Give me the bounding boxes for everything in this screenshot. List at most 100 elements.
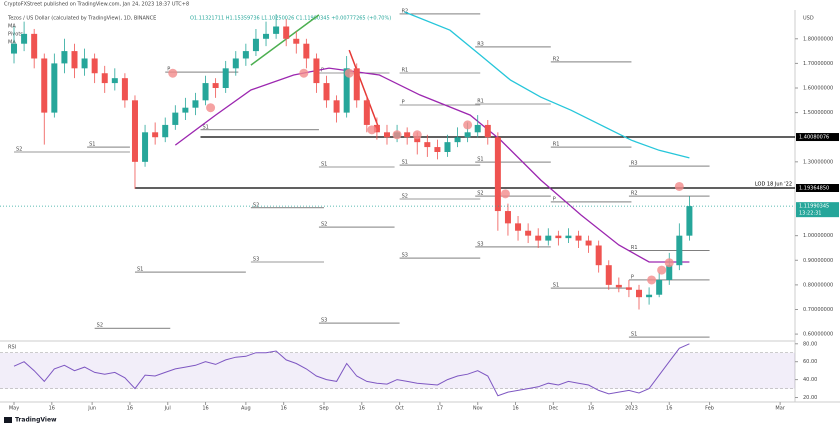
indicator: Pivots [8, 32, 23, 38]
x-tick-label: May [9, 406, 19, 412]
x-tick-label: 16 [666, 406, 672, 412]
candle-body [515, 223, 522, 231]
x-tick-label: 16 [588, 406, 594, 412]
candle-body [232, 58, 239, 69]
candle-body [152, 132, 159, 138]
candle-body [192, 100, 199, 108]
pivot-label: P [402, 99, 405, 105]
candle-body [686, 206, 693, 236]
candle-body [565, 235, 572, 239]
last-price-label: 1.11990345 [799, 204, 829, 210]
y-tick-label: 0.70000000 [803, 307, 833, 313]
candle-body [605, 265, 612, 285]
marker [344, 68, 354, 78]
candle-body [111, 78, 118, 84]
x-tick-label: Jun [87, 406, 96, 412]
currency: USD [803, 16, 814, 22]
candle-body [484, 124, 491, 138]
candle-body [414, 137, 421, 143]
candle-body [31, 33, 38, 59]
candle-body [525, 230, 532, 236]
pivot-label: S3 [402, 253, 408, 259]
pivot-label: S1 [203, 124, 209, 130]
candle-body [121, 78, 128, 101]
candle-body [293, 38, 300, 44]
x-tick-label: Jul [164, 406, 171, 412]
marker [412, 130, 422, 140]
candle-body [353, 68, 360, 101]
pivot-label: R3 [631, 161, 638, 167]
marker [168, 68, 178, 78]
published: CryptoFXStreet published on TradingView.… [4, 2, 189, 8]
logo [4, 417, 12, 423]
candle-body [363, 100, 370, 125]
indicator: MA [8, 40, 16, 46]
rsi-tick-label: 20.00 [803, 395, 817, 401]
y-tick-label: 1.00000000 [803, 233, 833, 239]
candle-body [646, 294, 653, 298]
indicator: MA [8, 24, 16, 30]
candle-body [595, 245, 602, 266]
pivot-label: S2 [477, 191, 483, 197]
pivot-label: R2 [553, 56, 560, 62]
candle-body [11, 43, 18, 54]
candle-body [575, 235, 582, 241]
candle-body [41, 58, 48, 113]
pivot-label: R2 [631, 191, 638, 197]
candle-body [666, 265, 673, 280]
pivot-label: S3 [253, 256, 259, 262]
candle-body [656, 279, 663, 295]
moving-average [404, 11, 690, 159]
rsi-band [0, 352, 795, 389]
marker [463, 120, 473, 130]
candle-body [323, 83, 330, 101]
y-tick-label: 1.60000000 [803, 86, 833, 92]
x-tick-label: 16 [127, 406, 133, 412]
level-tag [796, 133, 839, 142]
candle-body [142, 132, 149, 162]
x-tick-label: 16 [280, 406, 286, 412]
candle-body [464, 132, 471, 138]
rsi-tick-label: 40.00 [803, 377, 817, 383]
x-tick-label: Oct [395, 406, 404, 412]
pivot-label: S1 [553, 283, 559, 289]
x-tick-label: Sep [319, 406, 328, 412]
candle-body [222, 68, 229, 89]
x-tick-label: 16 [512, 406, 518, 412]
pivot-label: S1 [631, 332, 637, 338]
pivot-label: S2 [16, 146, 22, 152]
candle-body [373, 124, 380, 133]
candle-body [212, 83, 219, 89]
x-tick-label: 16 [49, 406, 55, 412]
marker [674, 181, 684, 191]
candle-body [585, 240, 592, 246]
candle-body [21, 33, 28, 44]
x-tick-label: 16 [359, 406, 365, 412]
level-label: 1.40080076 [799, 135, 829, 141]
pivot-label: S2 [253, 202, 259, 208]
trendline [250, 14, 320, 66]
candle-body [676, 235, 683, 266]
rsi-line [13, 343, 690, 397]
y-tick-label: 0.90000000 [803, 258, 833, 264]
candle-body [242, 51, 249, 59]
candle-body [91, 58, 98, 74]
pivot-label: S1 [137, 267, 143, 273]
level-note: LOD 18 Jun '22 [755, 182, 792, 188]
pivot-label: S2 [402, 193, 408, 199]
y-tick-label: 1.30000000 [803, 159, 833, 165]
marker [299, 68, 309, 78]
candle-body [444, 142, 451, 152]
ohlc: O1.11321711 H1.15359736 L1.10250026 C1.1… [190, 16, 391, 22]
x-tick-label: Nov [473, 406, 483, 412]
candle-body [202, 83, 209, 101]
pivot-label: P [553, 196, 556, 202]
level-tag [796, 184, 839, 193]
candle-body [162, 124, 169, 138]
pivot-label: S2 [97, 323, 103, 329]
candle-body [343, 68, 350, 113]
candle-body [263, 33, 270, 39]
pivot-label: P [167, 67, 170, 73]
